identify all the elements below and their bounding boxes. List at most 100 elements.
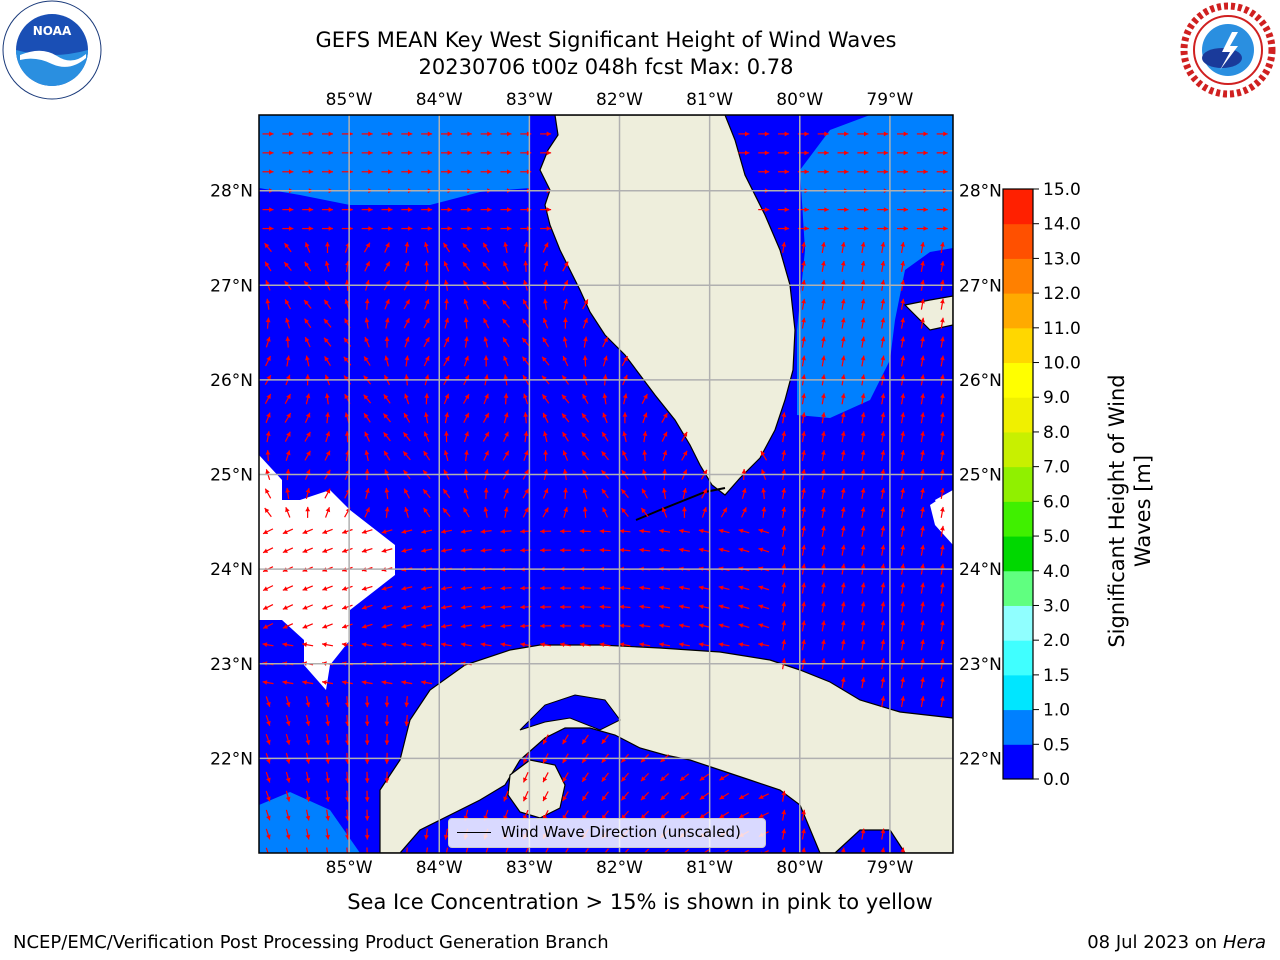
wave-arrow-head (266, 393, 271, 399)
wave-arrow-head (427, 207, 433, 213)
wave-arrow-head (680, 813, 686, 819)
wave-arrow-head (741, 469, 747, 474)
wave-arrow-head (943, 226, 948, 231)
wave-arrow-head (266, 777, 271, 783)
colorbar-tick-label: 5.0 (1043, 527, 1070, 547)
wave-arrow-head (441, 604, 446, 610)
wave-arrow-head (639, 642, 645, 648)
wave-arrow-head (738, 642, 744, 648)
wave-arrow-head (487, 131, 492, 137)
wave-arrow-head (920, 544, 925, 550)
wave-arrow-head (543, 431, 548, 437)
wave-arrow-head (328, 131, 333, 137)
lon-label-bottom: 83°W (506, 858, 553, 878)
wave-arrow-head (920, 412, 925, 418)
wave-arrow-head (344, 299, 350, 304)
wave-arrow-head (940, 242, 945, 247)
wave-arrow-head (579, 585, 585, 591)
wave-arrow-head (559, 585, 565, 591)
wave-arrow-head (447, 207, 452, 213)
wave-arrow-head (640, 795, 646, 801)
wave-arrow-head (285, 777, 291, 783)
wave-arrow-head (423, 489, 428, 495)
footer-branch: NCEP/EMC/Verification Post Processing Pr… (13, 932, 609, 953)
wave-arrow-head (483, 242, 488, 248)
wave-arrow-head (523, 450, 529, 456)
wave-arrow-head (305, 374, 311, 379)
wave-arrow-head (824, 150, 829, 156)
wave-arrow-head (263, 624, 269, 629)
wave-arrow-head (405, 318, 410, 324)
wave-arrow-head (401, 623, 407, 629)
wave-arrow-head (579, 528, 585, 534)
wave-arrow-head (423, 507, 429, 513)
wave-arrow (762, 850, 769, 853)
wave-arrow-head (599, 604, 605, 610)
wave-arrow-head (523, 242, 529, 247)
wave-arrow-head (781, 431, 787, 437)
wave-arrow-head (821, 601, 826, 607)
wave-arrow-head (443, 242, 448, 248)
wave-arrow-head (840, 298, 846, 304)
wave-arrow-head (623, 356, 628, 362)
wave-arrow (683, 849, 690, 853)
footer-date-text: 08 Jul 2023 on (1087, 932, 1223, 953)
wave-arrow-head (860, 431, 866, 437)
wave-arrow-head (421, 548, 427, 553)
wave-arrow-head (324, 337, 329, 343)
wave-arrow-head (463, 299, 469, 304)
wave-arrow-head (383, 413, 389, 419)
wave-arrow-head (286, 374, 291, 380)
wave-arrow-head (920, 563, 925, 569)
wave-arrow-head (679, 623, 684, 629)
wave-arrow-head (621, 489, 627, 495)
wave-arrow-head (285, 507, 290, 513)
wave-arrow-head (900, 696, 906, 701)
wave-arrow-head (385, 280, 390, 286)
wave-arrow-head (562, 777, 567, 783)
wave-arrow-head (282, 529, 288, 534)
wave-arrow-head (860, 525, 866, 531)
sea-ice-caption: Sea Ice Concentration > 15% is shown in … (347, 890, 933, 914)
wave-arrow-head (764, 207, 770, 213)
wave-arrow-head (702, 488, 707, 494)
wave-arrow-head (540, 585, 545, 591)
wave-arrow-head (602, 432, 607, 438)
wave-arrow-head (441, 585, 446, 591)
wave-arrow-head (602, 507, 607, 513)
wave-arrow-head (840, 336, 846, 342)
wave-arrow-head (325, 488, 331, 494)
wave-arrow-head (288, 169, 294, 175)
wave-arrow-head (520, 623, 525, 629)
wave-arrow-head (639, 547, 644, 553)
wave-arrow-head (464, 412, 469, 418)
wave-arrow-head (542, 337, 548, 343)
wave-arrow-head (903, 226, 909, 231)
wave-arrow-head (285, 299, 290, 305)
wave-arrow-head (900, 412, 906, 418)
wave-arrow-head (324, 299, 329, 305)
lat-label-right: 26°N (959, 371, 1002, 391)
wave-arrow-head (860, 242, 866, 247)
wave-arrow-head (405, 299, 410, 305)
wave-arrow-head (266, 412, 271, 418)
wave-arrow-head (503, 242, 509, 247)
wave-arrow-head (404, 721, 410, 727)
colorbar-segment (1003, 501, 1033, 537)
colorbar-segment (1003, 258, 1033, 294)
wave-arrow (663, 848, 670, 853)
wave-arrow-head (540, 604, 545, 610)
wave-arrow-head (718, 623, 724, 628)
colorbar-tick-label: 1.0 (1043, 701, 1070, 721)
wave-arrow-head (880, 355, 886, 361)
wave-arrow-head (821, 525, 826, 531)
wave-arrow-head (745, 131, 750, 137)
wave-arrow-head (738, 623, 744, 628)
wave-arrow-head (421, 585, 427, 591)
wave-arrow-head (661, 507, 667, 513)
wave-arrow-head (325, 412, 330, 417)
wave-arrow-head (920, 336, 925, 342)
lat-label-right: 25°N (959, 466, 1002, 486)
wave-arrow-head (543, 261, 549, 267)
wave-arrow-head (758, 794, 764, 799)
